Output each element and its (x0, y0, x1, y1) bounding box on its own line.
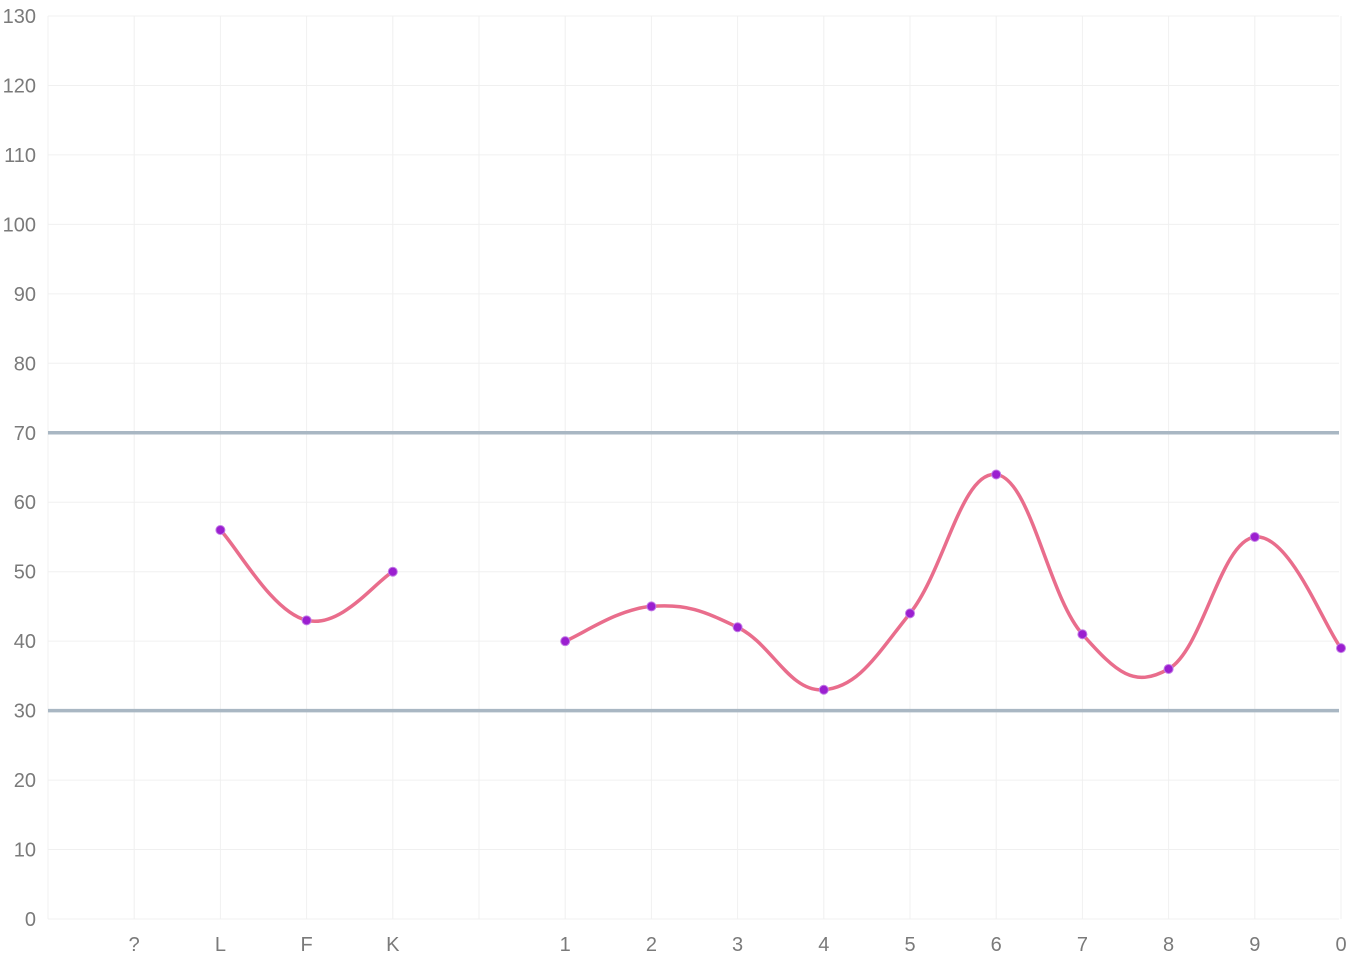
data-point[interactable] (1077, 629, 1088, 640)
y-tick-label: 50 (14, 562, 36, 584)
data-point[interactable] (301, 615, 312, 626)
y-tick-label: 120 (3, 75, 36, 97)
data-point[interactable] (991, 469, 1002, 480)
data-point[interactable] (732, 622, 743, 633)
x-axis-ticks: ? L F K 1 2 3 4 5 6 7 8 9 0 (129, 934, 1347, 956)
data-point[interactable] (818, 684, 829, 695)
data-point[interactable] (905, 608, 915, 619)
y-tick-label: 130 (3, 6, 36, 28)
x-tick-label: 1 (560, 934, 571, 956)
data-point[interactable] (560, 636, 571, 647)
x-tick-label: 7 (1077, 934, 1088, 956)
y-tick-label: 60 (14, 492, 36, 514)
x-tick-label: L (215, 934, 226, 956)
data-points (215, 469, 1346, 695)
x-tick-label: 0 (1335, 934, 1346, 956)
y-tick-label: 90 (14, 284, 36, 306)
x-tick-label: 5 (904, 934, 915, 956)
x-tick-label: 6 (991, 934, 1002, 956)
y-tick-label: 100 (3, 214, 36, 236)
x-tick-label: 9 (1249, 934, 1260, 956)
y-tick-label: 110 (4, 145, 36, 167)
data-point[interactable] (1336, 643, 1346, 654)
x-tick-label: 4 (818, 934, 829, 956)
y-tick-label: 80 (14, 353, 36, 375)
series-line-segment (563, 472, 1343, 692)
x-tick-label: 2 (646, 934, 657, 956)
data-point[interactable] (1163, 663, 1174, 674)
x-tick-label: 8 (1163, 934, 1174, 956)
y-tick-label: 10 (14, 840, 36, 862)
data-point[interactable] (215, 525, 226, 536)
y-axis-ticks: 0 10 20 30 40 50 60 70 80 90 100 110 120 130 (3, 6, 36, 931)
data-point[interactable] (646, 601, 657, 612)
y-tick-label: 30 (14, 701, 36, 723)
data-point[interactable] (1249, 531, 1260, 542)
reference-lines (48, 431, 1339, 713)
data-point[interactable] (387, 566, 398, 577)
y-tick-label: 70 (14, 423, 36, 445)
y-tick-label: 0 (25, 909, 36, 931)
series-lines (218, 472, 1343, 692)
y-tick-label: 20 (14, 770, 36, 792)
x-tick-label: ? (129, 934, 140, 956)
grid-lines (47, 15, 1342, 920)
x-tick-label: K (386, 934, 400, 956)
x-tick-label: F (300, 934, 312, 956)
y-tick-label: 40 (14, 631, 36, 653)
x-tick-label: 3 (732, 934, 743, 956)
